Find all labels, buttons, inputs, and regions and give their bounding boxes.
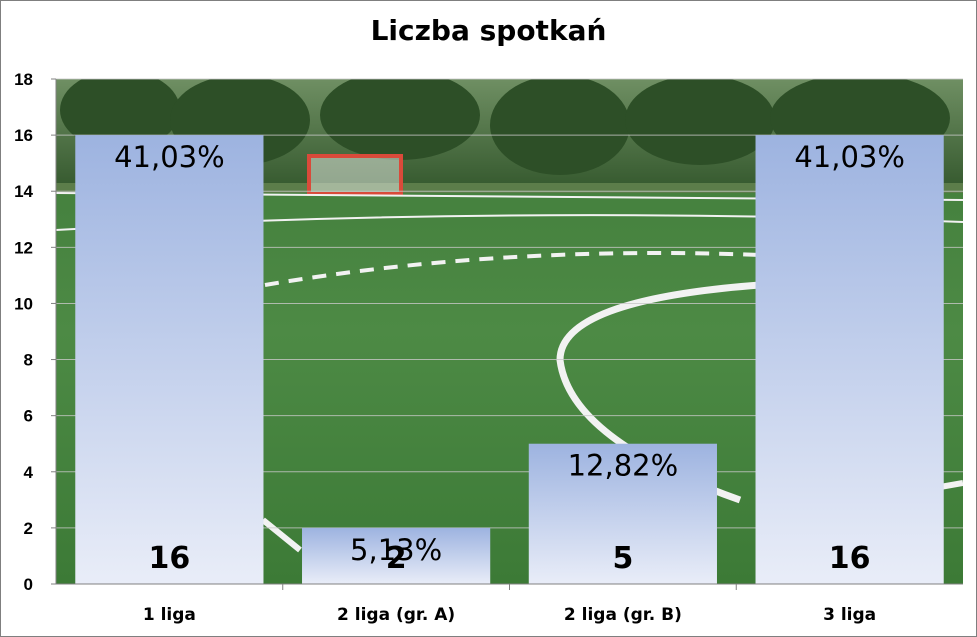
bar <box>755 135 944 584</box>
x-category-label: 2 liga (gr. A) <box>337 605 455 625</box>
percent-label: 5,13% <box>350 533 442 567</box>
percent-label: 12,82% <box>568 449 679 483</box>
y-tick-label: 6 <box>24 407 33 426</box>
y-axis-ticks: 0 2 4 6 8 10 12 14 16 18 <box>14 70 56 594</box>
y-tick-label: 14 <box>14 182 33 201</box>
percent-label: 41,03% <box>794 140 905 174</box>
bar <box>75 135 264 584</box>
x-axis-labels: 1 liga 2 liga (gr. A) 2 liga (gr. B) 3 liga <box>143 605 876 625</box>
x-category-label: 3 liga <box>823 605 876 625</box>
axes <box>55 79 963 590</box>
y-tick-label: 10 <box>14 294 33 313</box>
bars <box>75 135 944 584</box>
y-tick-label: 0 <box>24 575 33 594</box>
value-label: 16 <box>829 541 871 576</box>
y-tick-label: 8 <box>24 351 33 370</box>
y-tick-label: 18 <box>14 70 33 89</box>
y-tick-label: 2 <box>24 519 33 538</box>
y-tick-label: 12 <box>14 238 33 257</box>
value-label: 5 <box>612 541 633 576</box>
y-tick-label: 16 <box>14 126 33 145</box>
percent-label: 41,03% <box>114 140 225 174</box>
bar <box>528 443 717 584</box>
value-label: 2 <box>386 541 407 576</box>
data-labels: 16 41,03% 25,13% 5 12,82% 16 41,03% <box>114 140 905 576</box>
y-tick-label: 4 <box>24 463 34 482</box>
x-category-label: 2 liga (gr. B) <box>564 605 682 625</box>
goal-icon <box>307 154 403 196</box>
value-label: 16 <box>149 541 191 576</box>
x-category-label: 1 liga <box>143 605 196 625</box>
bar <box>302 527 491 584</box>
chart-title: Liczba spotkań <box>370 14 607 47</box>
